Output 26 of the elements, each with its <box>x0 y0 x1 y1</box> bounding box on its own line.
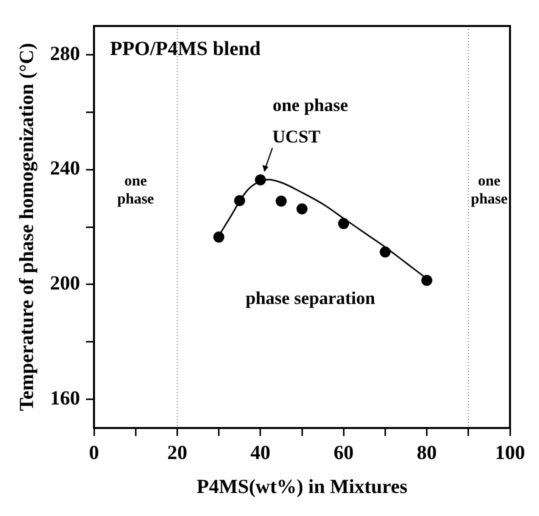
x-axis-title: P4MS(wt%) in Mixtures <box>196 476 408 498</box>
point <box>276 196 287 207</box>
annotation: one phase <box>470 174 508 208</box>
annotation: one phase <box>272 95 348 116</box>
annotation: UCST <box>272 126 320 147</box>
x-tick-label: 0 <box>89 442 99 464</box>
point <box>338 218 350 230</box>
x-tick-label: 60 <box>334 442 354 464</box>
y-axis-title: Temperature of phase homogenization (°C) <box>16 43 38 411</box>
annotation: phase separation <box>246 288 376 308</box>
x-tick-label: 20 <box>167 442 188 464</box>
x-tick-label: 80 <box>416 442 437 464</box>
y-tick-label: 200 <box>50 272 80 295</box>
x-tick-label: 100 <box>495 442 525 464</box>
y-tick-label: 280 <box>50 42 80 65</box>
point <box>254 174 266 186</box>
y-tick-label: 160 <box>50 387 80 410</box>
point <box>296 203 308 214</box>
annotation: one phase <box>117 174 154 208</box>
point <box>213 232 224 243</box>
point <box>234 195 246 206</box>
text: PPO/P4MS blend <box>110 38 261 60</box>
y-tick-label: 240 <box>50 158 80 180</box>
x-tick-label: 40 <box>250 442 270 464</box>
point <box>421 274 432 286</box>
point <box>380 246 391 258</box>
